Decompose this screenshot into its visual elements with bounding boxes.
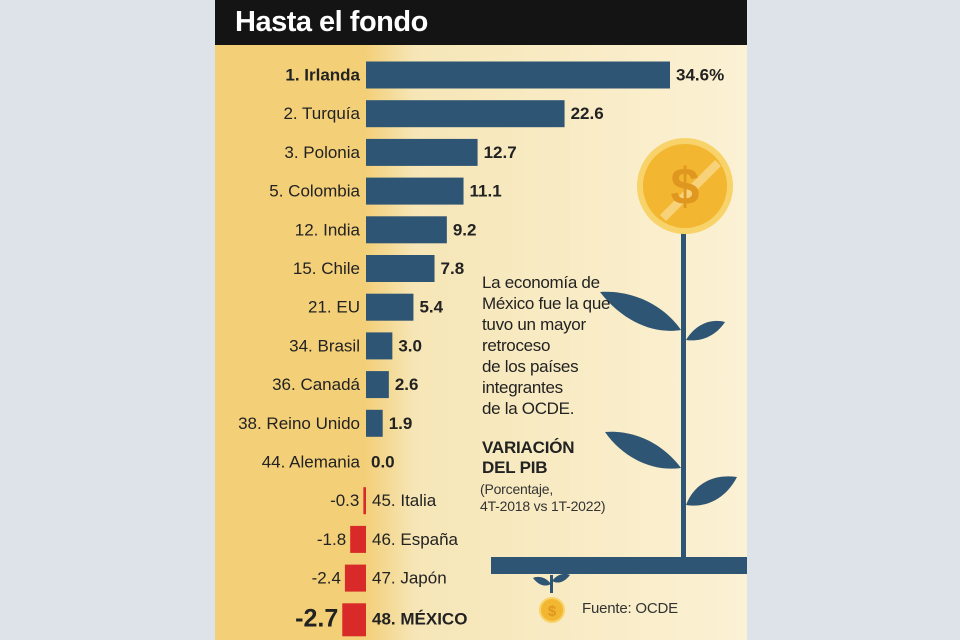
annotation-line: de la OCDE. (482, 399, 575, 418)
chart-title-line: VARIACIÓN (482, 438, 575, 457)
header-bar: Hasta el fondo (215, 0, 747, 45)
bar (344, 564, 366, 592)
category-label: 48. MÉXICO (372, 609, 467, 628)
chart-title-line: DEL PIB (482, 458, 548, 477)
source-note: Fuente: OCDE (582, 600, 678, 617)
bar-chart: $ $ 1. Irlanda 34.6% 2. Turquía 22.6 3. Polo… (238, 61, 747, 637)
annotation-line: México fue la que (482, 294, 611, 313)
data-label: 11.1 (470, 182, 502, 201)
ground-bar (491, 557, 747, 574)
bar (366, 100, 565, 128)
bar (366, 332, 393, 360)
bar (350, 525, 366, 553)
chart-title: VARIACIÓN DEL PIB (482, 438, 575, 478)
category-label: 21. EU (308, 298, 360, 317)
plant-illustration: $ $ (491, 138, 747, 623)
data-label: 22.6 (571, 104, 604, 123)
data-label: 3.0 (398, 336, 422, 355)
data-label: -2.7 (295, 604, 338, 632)
annotation-line: de los países (482, 357, 579, 376)
data-label: -0.3 (330, 491, 359, 510)
data-label: 34.6% (676, 65, 724, 84)
category-label: 34. Brasil (289, 336, 360, 355)
data-label: -1.8 (317, 530, 346, 549)
data-label: 2.6 (395, 375, 419, 394)
annotation-text: La economía de México fue la que tuvo un… (482, 272, 642, 419)
leaf-icon (686, 476, 737, 506)
category-label: 46. España (372, 530, 459, 549)
chart-subtitle: (Porcentaje, 4T-2018 vs 1T-2022) (480, 481, 606, 515)
bar (366, 255, 435, 282)
annotation-line: tuvo un mayor (482, 315, 586, 334)
category-label: 3. Polonia (284, 143, 360, 162)
page-title: Hasta el fondo (235, 6, 428, 38)
bar (366, 409, 383, 437)
sprout-coin-icon: $ (533, 573, 570, 623)
category-label: 5. Colombia (269, 182, 360, 201)
category-label: 1. Irlanda (285, 65, 360, 84)
infographic-card: Hasta el fondo $ $ 1. Irlanda 3 (215, 0, 747, 640)
bars-layer: 1. Irlanda 34.6% 2. Turquía 22.6 3. Polonia 1… (238, 61, 724, 637)
bar (366, 371, 389, 399)
annotation-line: retroceso (482, 336, 551, 355)
data-label: 5.4 (419, 298, 443, 317)
bar (366, 177, 464, 205)
svg-text:$: $ (671, 158, 700, 216)
leaf-icon (686, 320, 725, 341)
leaf-icon (605, 431, 681, 469)
category-label: 15. Chile (293, 259, 360, 278)
leaf-icon (600, 291, 681, 331)
category-label: 36. Canadá (272, 375, 360, 394)
data-label: 0.0 (371, 452, 395, 471)
bar (363, 487, 366, 515)
svg-text:$: $ (548, 603, 557, 620)
bar (342, 603, 366, 637)
category-label: 44. Alemania (262, 452, 361, 471)
bar (366, 138, 478, 166)
plant-stem-icon (681, 230, 686, 560)
chart-subtitle-line: 4T-2018 vs 1T-2022) (480, 498, 606, 514)
category-label: 47. Japón (372, 569, 447, 588)
dollar-coin-icon: $ (637, 138, 733, 234)
bar (366, 293, 414, 321)
category-label: 12. India (295, 220, 361, 239)
data-label: 12.7 (484, 143, 517, 162)
data-label: 7.8 (441, 259, 465, 278)
category-label: 38. Reino Unido (238, 414, 360, 433)
category-label: 2. Turquía (283, 104, 360, 123)
bar (366, 61, 670, 89)
data-label: 1.9 (389, 414, 413, 433)
data-label: -2.4 (312, 569, 341, 588)
annotation-line: La economía de (482, 273, 600, 292)
bar (366, 216, 447, 244)
data-label: 9.2 (453, 220, 477, 239)
annotation-line: integrantes (482, 378, 563, 397)
chart-subtitle-line: (Porcentaje, (480, 481, 554, 497)
category-label: 45. Italia (372, 491, 437, 510)
